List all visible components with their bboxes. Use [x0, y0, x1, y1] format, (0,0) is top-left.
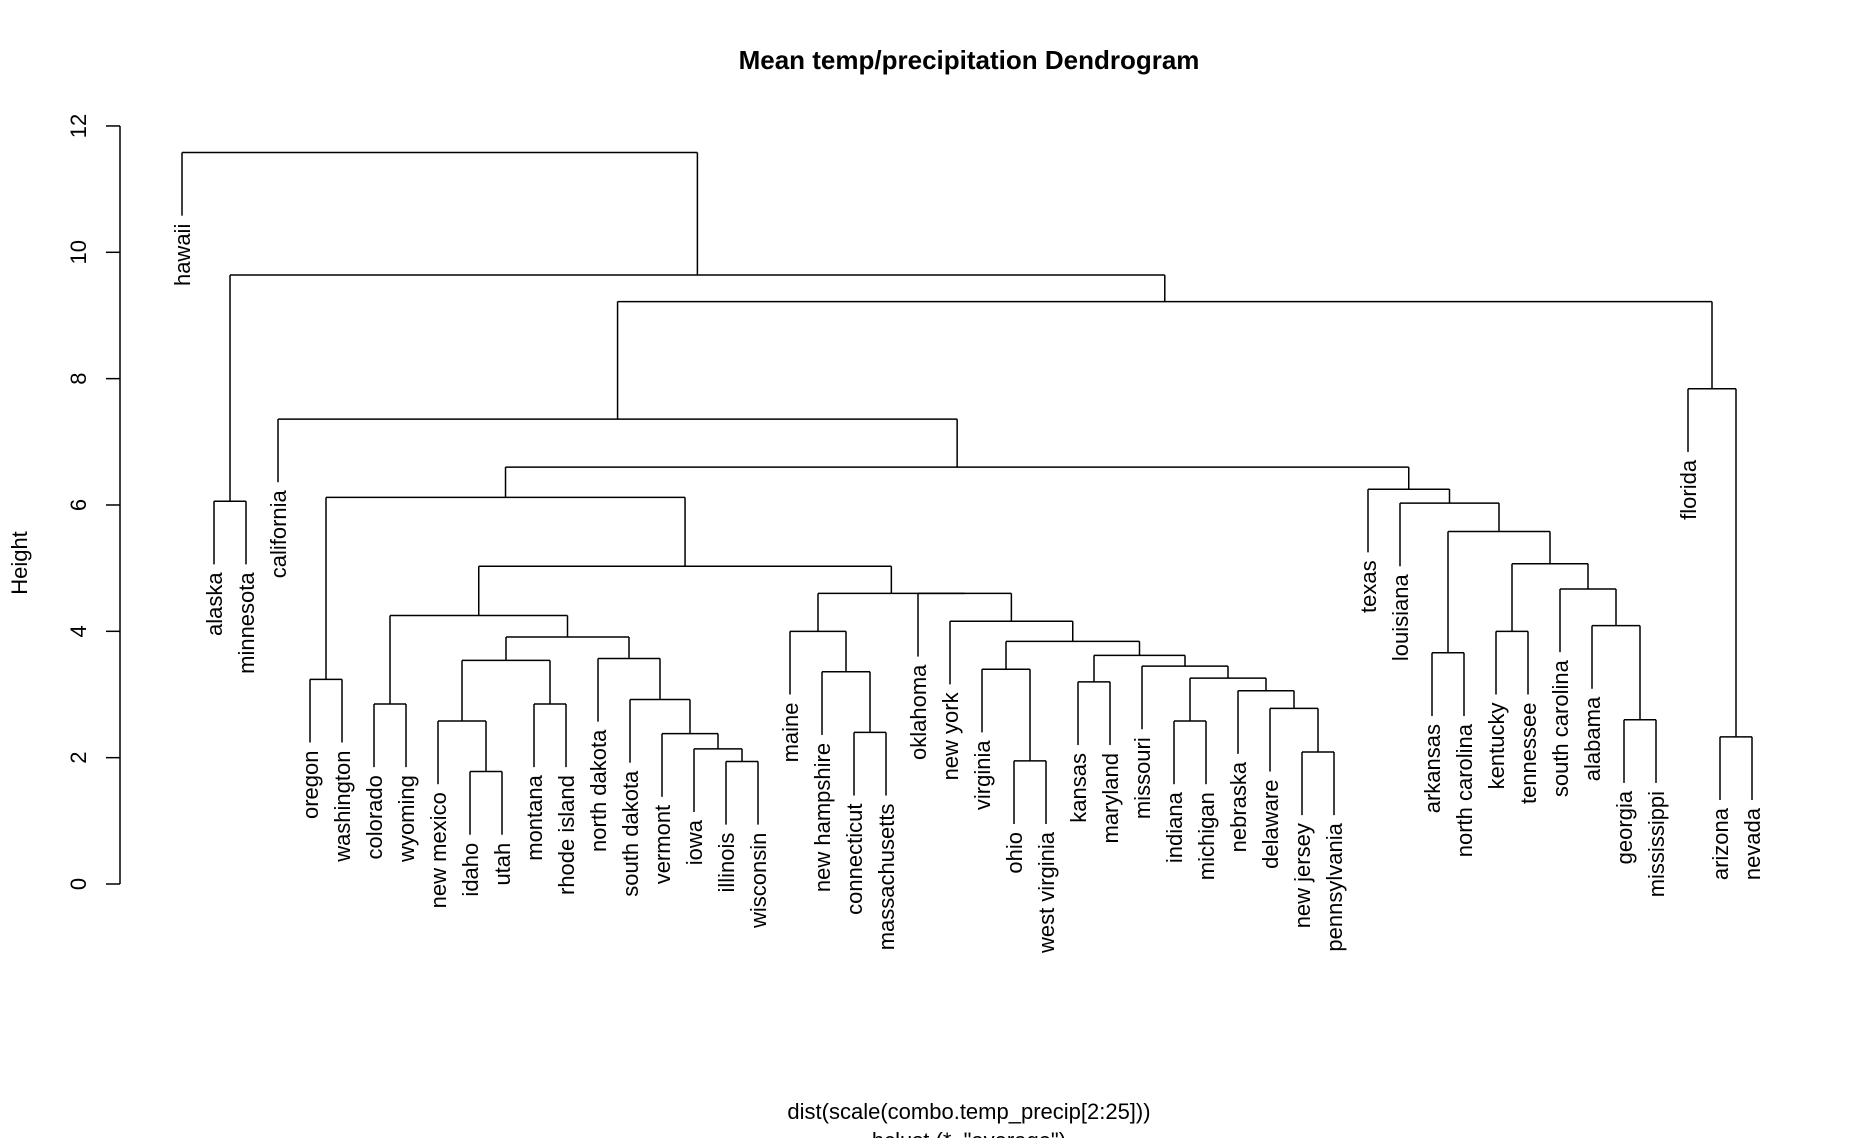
- leaf-label: michigan: [1194, 792, 1219, 880]
- y-tick-label: 2: [66, 752, 91, 764]
- leaf-label: rhode island: [554, 775, 579, 895]
- leaf-label: wisconsin: [746, 833, 771, 929]
- leaf-label: south dakota: [618, 770, 643, 897]
- chart-title: Mean temp/precipitation Dendrogram: [739, 45, 1200, 75]
- leaf-label: maine: [778, 702, 803, 762]
- leaf-label: nebraska: [1226, 761, 1251, 852]
- leaf-labels: hawaii alaska minnesota california oregon was…: [170, 224, 1765, 954]
- leaf-label: ohio: [1002, 832, 1027, 874]
- leaf-label: alaska: [202, 572, 227, 636]
- leaf-label: tennessee: [1516, 702, 1541, 804]
- leaf-label: louisiana: [1388, 573, 1413, 661]
- leaf-label: kentucky: [1484, 702, 1509, 789]
- y-tick-label: 12: [66, 114, 91, 138]
- leaf-label: new hampshire: [810, 743, 835, 892]
- leaf-label: new mexico: [426, 792, 451, 908]
- leaf-label: arkansas: [1420, 724, 1445, 813]
- y-tick-label: 0: [66, 878, 91, 890]
- leaf-label: mississippi: [1644, 791, 1669, 897]
- leaf-label: new york: [938, 691, 963, 780]
- leaf-label: illinois: [714, 833, 739, 893]
- leaf-label: missouri: [1130, 737, 1155, 819]
- leaf-label: oklahoma: [906, 664, 931, 760]
- y-tick-label: 8: [66, 373, 91, 385]
- leaf-label: montana: [522, 774, 547, 860]
- leaf-label: indiana: [1162, 791, 1187, 863]
- leaf-label: washington: [330, 750, 355, 862]
- leaf-label: colorado: [362, 775, 387, 859]
- leaf-label: oregon: [298, 750, 323, 819]
- leaf-label: florida: [1676, 459, 1701, 520]
- method-subtitle: hclust (*, "average"): [872, 1128, 1066, 1138]
- y-tick-label: 4: [66, 625, 91, 637]
- y-tick-label: 6: [66, 499, 91, 511]
- leaf-label: connecticut: [842, 804, 867, 915]
- y-tick-label: 10: [66, 240, 91, 264]
- leaf-label: idaho: [458, 843, 483, 897]
- leaf-label: texas: [1356, 560, 1381, 613]
- leaf-label: north carolina: [1452, 723, 1477, 857]
- leaf-label: pennsylvania: [1322, 822, 1347, 951]
- leaf-label: arizona: [1708, 807, 1733, 880]
- leaf-label: maryland: [1098, 753, 1123, 843]
- leaf-label: delaware: [1258, 780, 1283, 869]
- leaf-label: california: [266, 489, 291, 578]
- leaf-label: west virginia: [1034, 831, 1059, 954]
- leaf-label: wyoming: [394, 775, 419, 863]
- leaf-label: kansas: [1066, 753, 1091, 823]
- leaf-label: alabama: [1580, 696, 1605, 781]
- leaf-label: utah: [490, 843, 515, 886]
- leaf-label: vermont: [650, 805, 675, 884]
- leaf-label: iowa: [682, 819, 707, 865]
- leaf-label: minnesota: [234, 572, 259, 674]
- leaf-label: nevada: [1740, 807, 1765, 880]
- leaf-label: south carolina: [1548, 659, 1573, 797]
- leaf-label: virginia: [970, 740, 995, 810]
- leaf-label: new jersey: [1290, 823, 1315, 928]
- y-axis-label: Height: [7, 531, 32, 595]
- leaf-label: massachusetts: [874, 804, 899, 951]
- leaf-label: north dakota: [586, 729, 611, 852]
- x-axis-label: dist(scale(combo.temp_precip[2:25])): [787, 1099, 1150, 1124]
- leaf-label: hawaii: [170, 224, 195, 286]
- dendrogram-tree: [181, 151, 1753, 835]
- leaf-label: georgia: [1612, 790, 1637, 864]
- y-axis: 0 2 4 6 8 10 12: [66, 114, 121, 890]
